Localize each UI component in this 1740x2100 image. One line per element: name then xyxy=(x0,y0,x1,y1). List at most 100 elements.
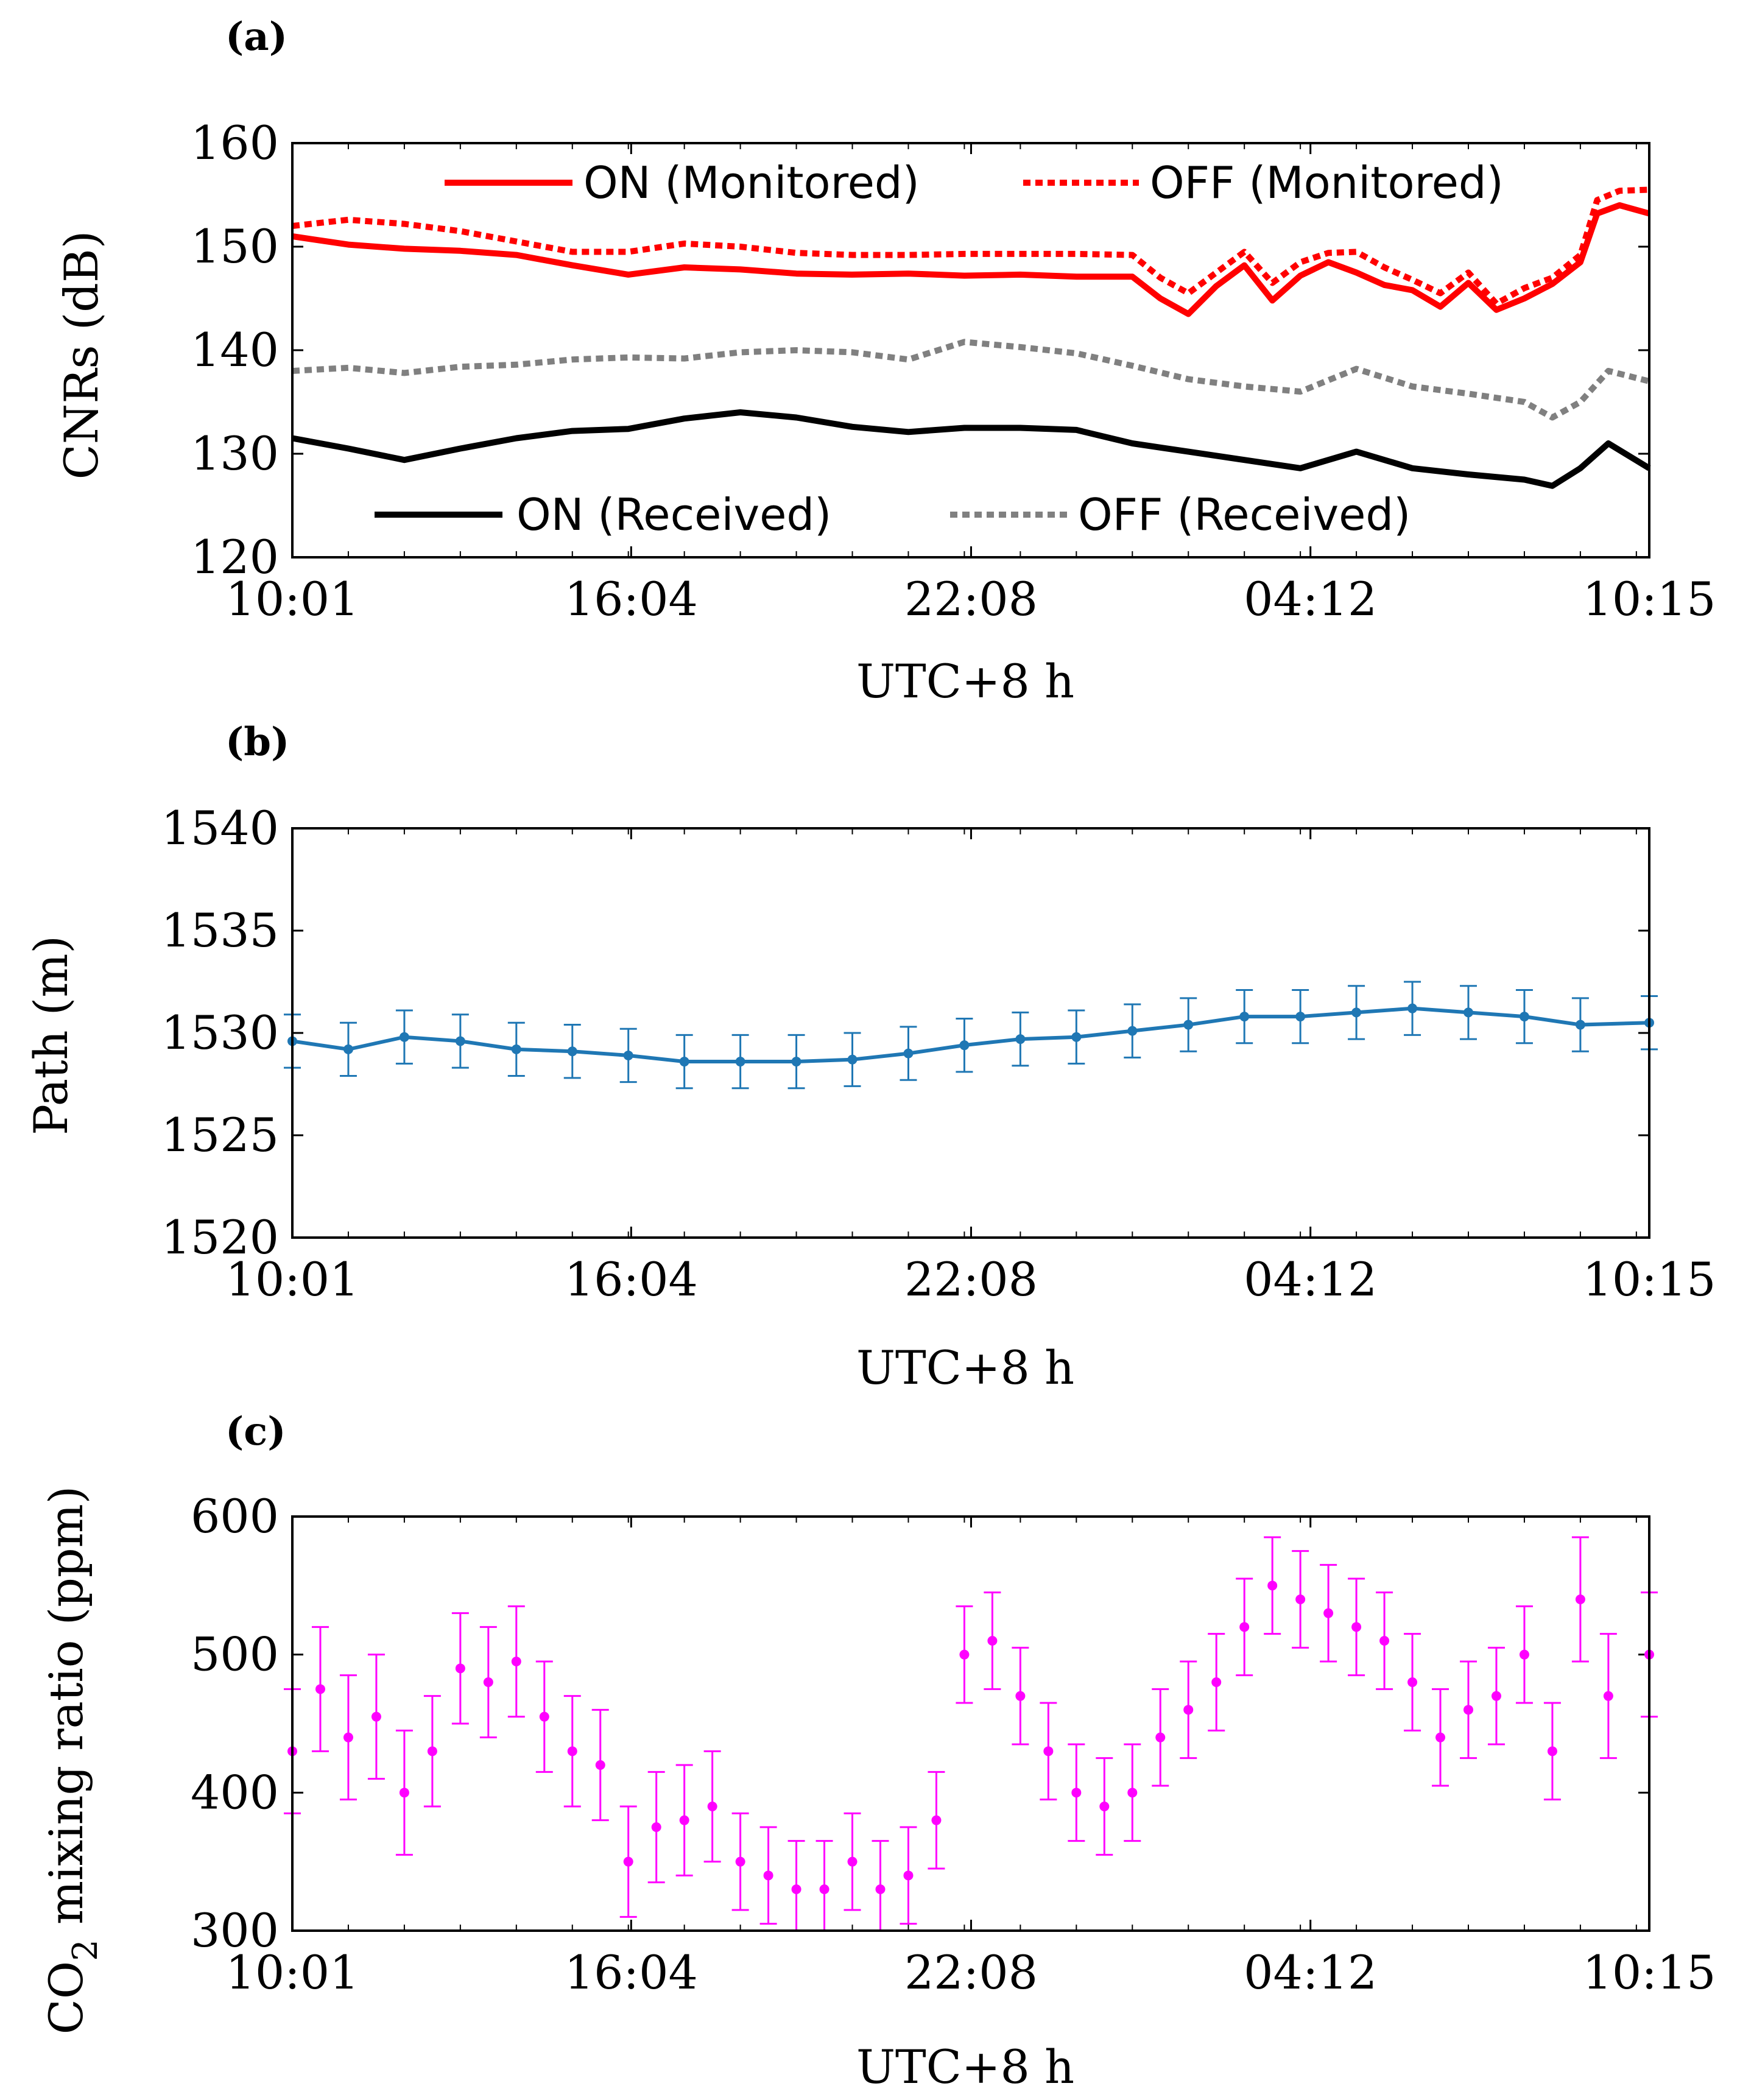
panel-b-series xyxy=(284,981,1658,1090)
data-point xyxy=(399,1032,409,1042)
y-tick-label: 1525 xyxy=(161,1108,279,1162)
data-point xyxy=(567,1746,577,1756)
x-tick-label: 22:08 xyxy=(904,1945,1038,2000)
data-point xyxy=(343,1732,353,1742)
data-point xyxy=(679,1815,689,1825)
series-line-2 xyxy=(292,409,1651,489)
legend-off-monitored-label: OFF (Monitored) xyxy=(1150,157,1504,208)
panel-c-xticks: 10:01 16:04 22:08 04:12 10:15 xyxy=(225,1517,1716,2000)
legend-received: ON (Received) OFF (Received) xyxy=(375,489,1411,540)
panel-b-frame xyxy=(291,827,1650,1239)
legend-off-received-label: OFF (Received) xyxy=(1078,489,1411,540)
panel-c-ylabel-sub: 2 xyxy=(66,1939,105,1961)
data-point xyxy=(763,1870,773,1881)
data-point xyxy=(1211,1677,1222,1687)
x-tick-label: 22:08 xyxy=(904,1252,1038,1306)
data-point xyxy=(1183,1020,1194,1030)
panel-a-yticks: 120 130 140 150 160 xyxy=(191,116,1649,584)
panel-b-label: (b) xyxy=(225,719,289,765)
panel-a-frame xyxy=(291,142,1650,558)
data-point xyxy=(1603,1691,1613,1701)
data-point xyxy=(1295,1594,1306,1604)
data-point xyxy=(791,1057,801,1067)
panel-c-label: (c) xyxy=(225,1409,286,1454)
x-tick-label: 10:01 xyxy=(225,1945,359,2000)
data-point xyxy=(567,1046,577,1057)
x-tick-label: 10:01 xyxy=(225,1252,359,1306)
panel-b-xticks: 10:01 16:04 22:08 04:12 10:15 xyxy=(225,828,1716,1306)
data-point xyxy=(623,1856,633,1867)
y-tick-label: 1535 xyxy=(161,903,279,957)
data-point xyxy=(511,1657,521,1666)
data-point xyxy=(1043,1746,1054,1756)
x-tick-label: 10:15 xyxy=(1582,1945,1716,2000)
data-point xyxy=(959,1040,970,1051)
panel-a-series xyxy=(292,186,1651,489)
panel-c-yticks: 300 400 500 600 xyxy=(191,1489,1649,1957)
y-tick-label: 1530 xyxy=(161,1006,279,1060)
x-tick-label: 10:15 xyxy=(1582,572,1716,626)
y-tick-label: 1540 xyxy=(161,801,279,855)
y-tick-label: 400 xyxy=(191,1765,279,1819)
y-tick-label: 130 xyxy=(191,426,279,481)
data-point xyxy=(1519,1012,1529,1022)
data-point xyxy=(511,1044,521,1054)
data-point xyxy=(903,1048,914,1059)
data-point xyxy=(1351,1622,1362,1632)
panel-c: (c) CO2 mixing ratio (ppm) 300400500600 … xyxy=(39,1409,1716,2094)
x-tick-label: 04:12 xyxy=(1244,1252,1377,1306)
series-line-3 xyxy=(292,339,1650,421)
data-point xyxy=(1239,1622,1250,1632)
data-point xyxy=(539,1711,549,1722)
legend-on-received-label: ON (Received) xyxy=(516,489,831,540)
data-point xyxy=(903,1870,914,1881)
x-tick-label: 04:12 xyxy=(1244,572,1377,626)
x-tick-label: 16:04 xyxy=(565,1252,698,1306)
data-point xyxy=(1127,1788,1138,1798)
x-tick-label: 16:04 xyxy=(565,1945,698,2000)
x-tick-label: 16:04 xyxy=(565,572,698,626)
series-connector xyxy=(292,1006,1650,1064)
data-point xyxy=(1407,1677,1418,1687)
data-point xyxy=(847,1856,858,1867)
data-point xyxy=(455,1036,465,1046)
data-point xyxy=(1015,1034,1026,1045)
data-point xyxy=(1155,1732,1166,1742)
y-tick-label: 500 xyxy=(191,1627,279,1682)
panel-a-ylabel: CNRs (dB) xyxy=(54,231,108,480)
data-point xyxy=(371,1711,381,1722)
series-line-0 xyxy=(292,202,1650,317)
data-point xyxy=(987,1636,998,1646)
data-point xyxy=(1435,1732,1446,1742)
panel-a: (a) CNRs (dB) 120 130 140 150 160 10:01 16:04… xyxy=(54,14,1716,708)
data-point xyxy=(1519,1649,1529,1660)
legend-on-monitored-label: ON (Monitored) xyxy=(583,157,920,208)
data-point xyxy=(1183,1705,1194,1715)
x-tick-label: 22:08 xyxy=(904,572,1038,626)
data-point xyxy=(455,1663,465,1674)
panel-c-ylabel-rest: mixing ratio (ppm) xyxy=(39,1486,93,1940)
data-point xyxy=(875,1884,886,1894)
data-point xyxy=(1351,1007,1362,1018)
data-point xyxy=(399,1788,409,1798)
data-point xyxy=(623,1050,633,1060)
data-point xyxy=(1463,1007,1473,1018)
data-point xyxy=(959,1649,970,1660)
panel-b-yticks: 1520 1525 1530 1535 1540 xyxy=(161,801,1649,1264)
panel-c-xlabel: UTC+8 h xyxy=(856,2040,1074,2094)
legend-monitored: ON (Monitored) OFF (Monitored) xyxy=(445,157,1504,208)
panel-b-ylabel: Path (m) xyxy=(24,935,78,1135)
data-point xyxy=(1463,1705,1473,1715)
y-tick-label: 600 xyxy=(191,1489,279,1543)
panel-c-series xyxy=(284,1536,1658,1932)
panel-a-xlabel: UTC+8 h xyxy=(856,654,1074,708)
data-point xyxy=(735,1856,745,1867)
data-point xyxy=(483,1677,493,1687)
data-point xyxy=(1127,1026,1138,1036)
data-point xyxy=(1491,1691,1501,1701)
series-line-1 xyxy=(292,186,1650,307)
y-tick-label: 150 xyxy=(191,219,279,273)
data-point xyxy=(1323,1608,1334,1618)
